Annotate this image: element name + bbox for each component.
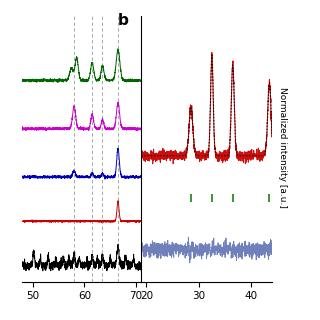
Text: Normalized intensity [a.u.]: Normalized intensity [a.u.] [278,87,287,208]
Text: b: b [118,13,129,28]
